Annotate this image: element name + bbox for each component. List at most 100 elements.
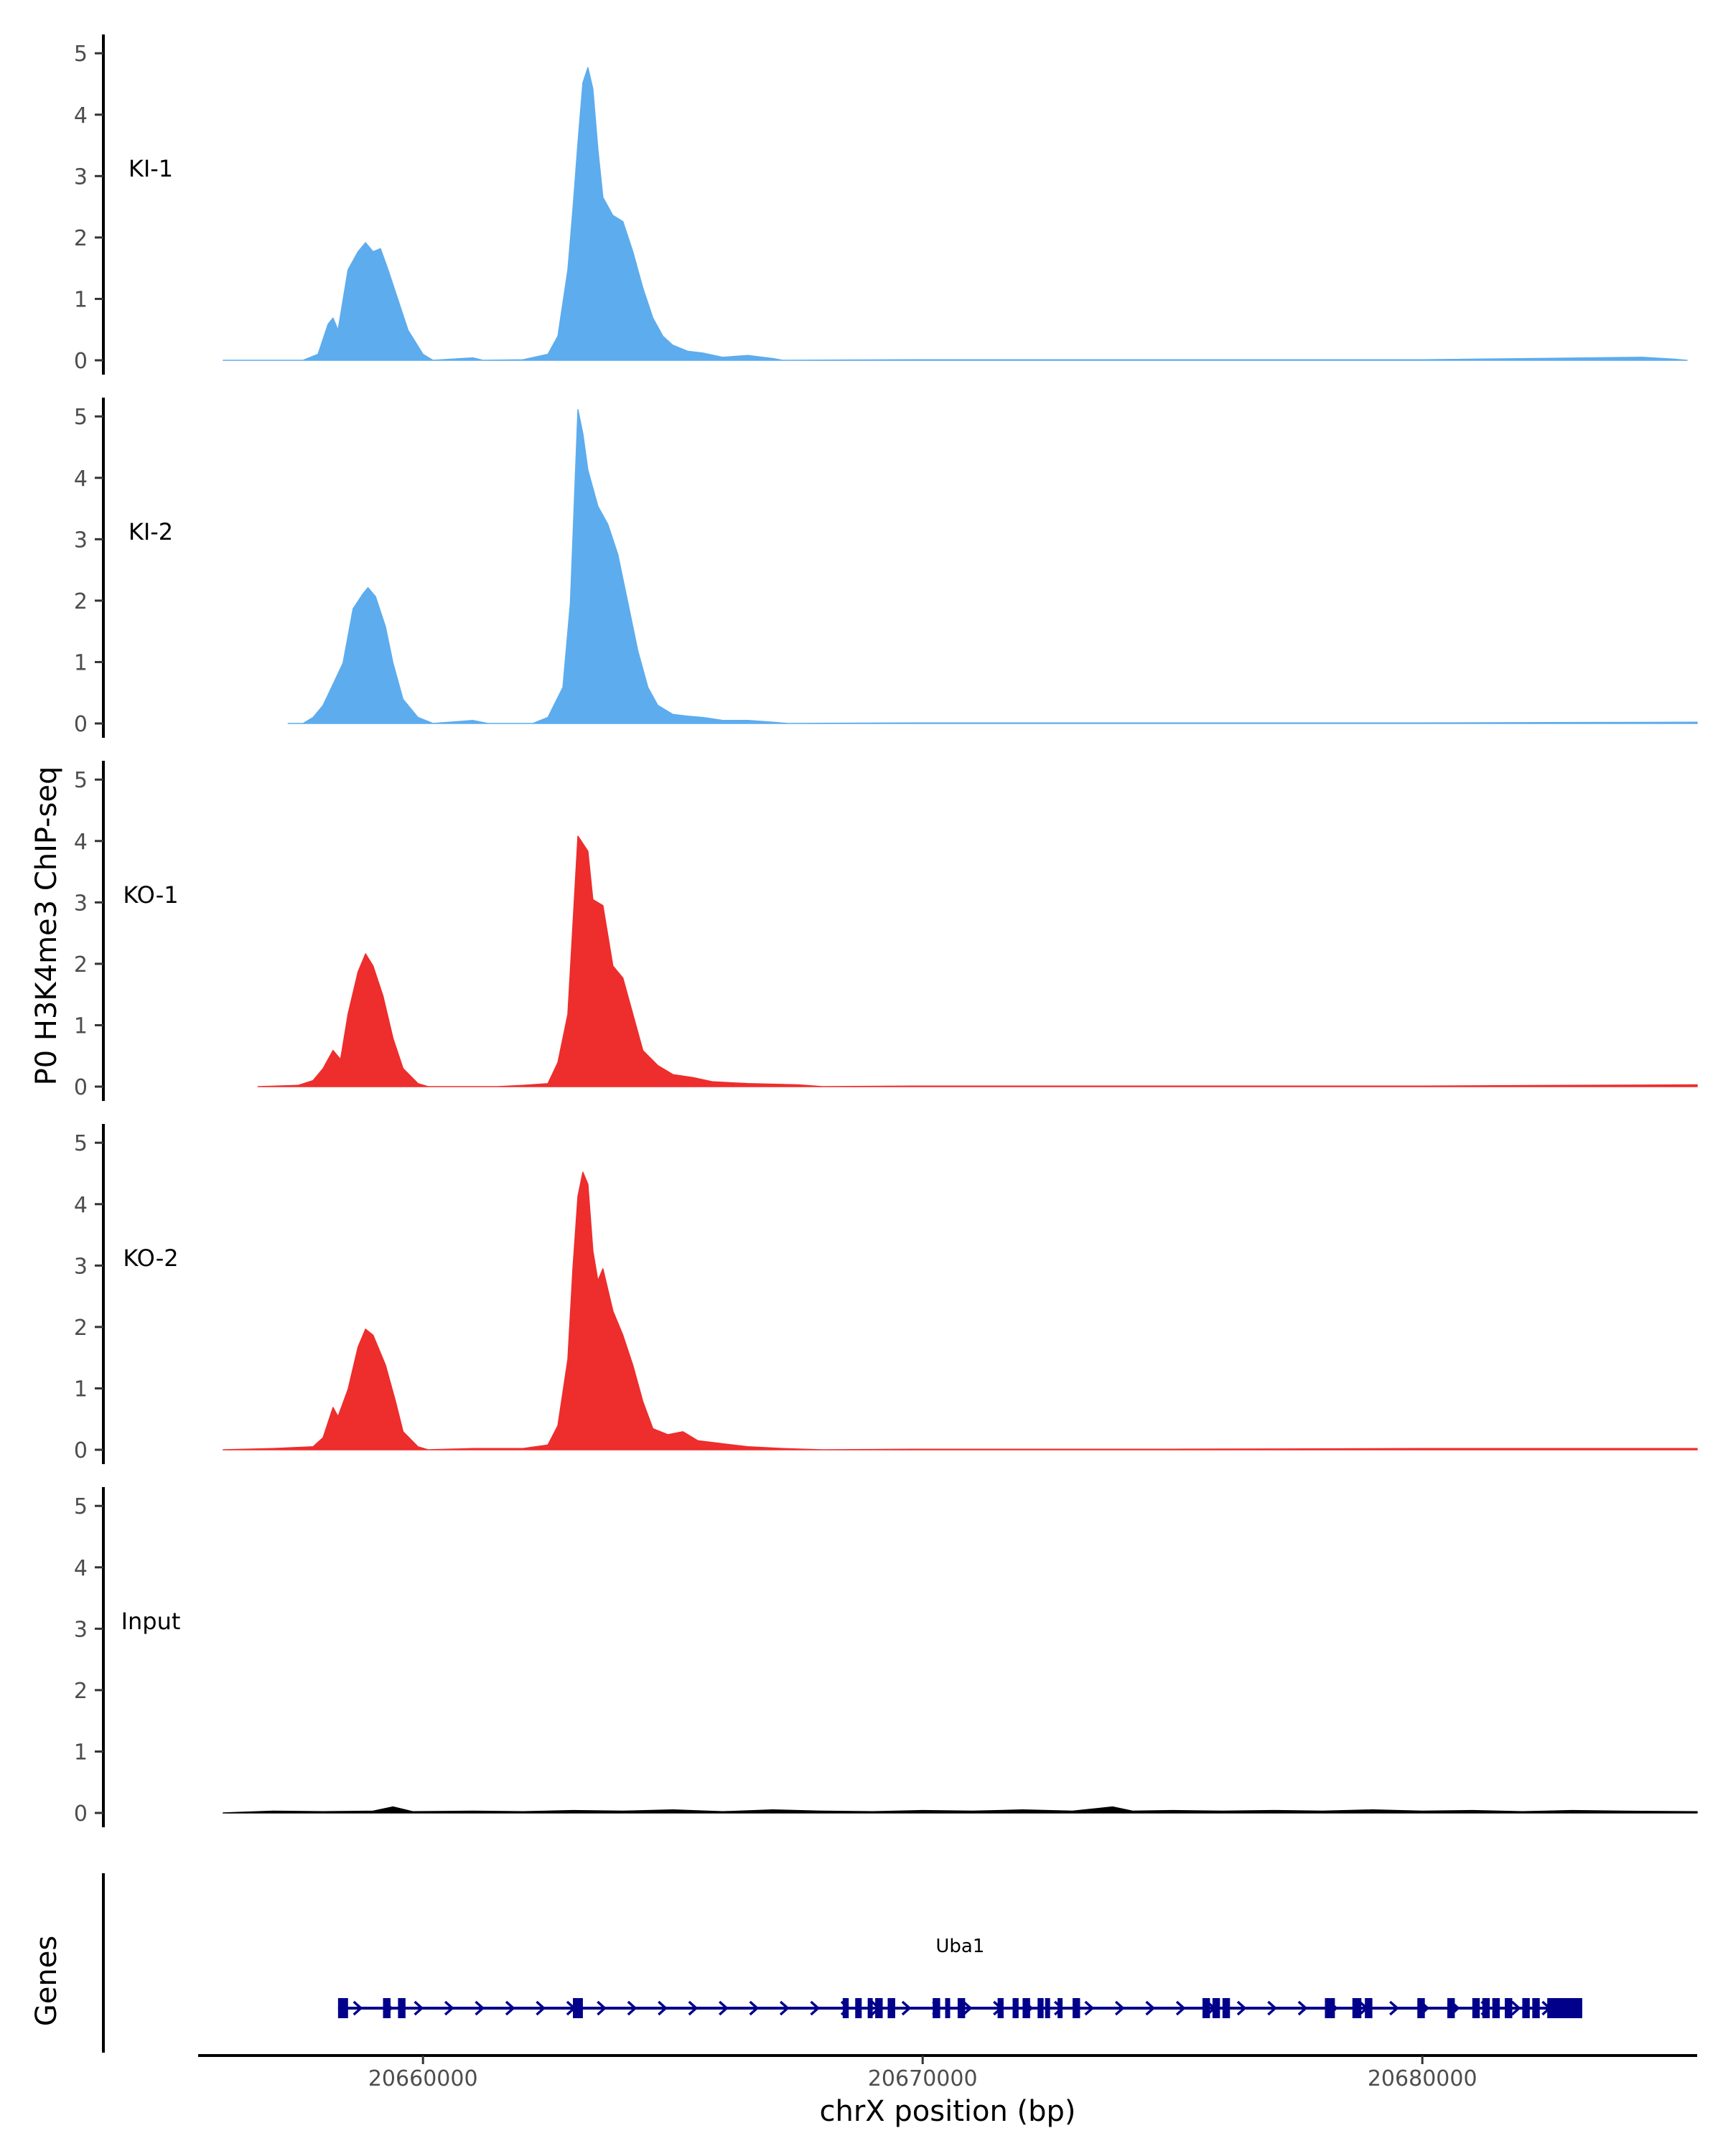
- strand-arrow: [688, 2000, 699, 2016]
- y-tick-label: 5: [74, 1494, 88, 1519]
- y-tick-label: 4: [74, 103, 88, 128]
- exon: [1037, 1998, 1044, 2018]
- exon: [1325, 1998, 1335, 2018]
- exon: [1022, 1998, 1030, 2018]
- exon: [1212, 1998, 1220, 2018]
- strand-arrow: [1510, 2000, 1521, 2016]
- exon: [945, 1998, 951, 2018]
- x-tick-label: 20660000: [368, 2066, 478, 2091]
- exon: [875, 1998, 883, 2018]
- strand-arrow: [444, 2000, 454, 2016]
- strand-arrow: [962, 2000, 973, 2016]
- y-tick-label: 3: [74, 164, 88, 189]
- exon: [573, 1998, 583, 2018]
- exon: [1472, 1998, 1480, 2018]
- track-ko-2: 0 1 2 3 4 5 KO-2: [74, 1124, 1698, 1464]
- exon: [887, 1998, 895, 2018]
- track-label: KI-1: [129, 155, 173, 182]
- y-tick-label: 5: [74, 768, 88, 793]
- y-tick-label: 1: [74, 1740, 88, 1765]
- exon: [1532, 1998, 1540, 2018]
- y-tick-label: 1: [74, 1013, 88, 1039]
- gene-name: Uba1: [935, 1936, 984, 1957]
- y-tick-label: 1: [74, 287, 88, 312]
- signal-area: [223, 1171, 1698, 1450]
- exon: [1352, 1998, 1362, 2018]
- y-tick-label: 0: [74, 349, 88, 374]
- exon: [1012, 1998, 1019, 2018]
- exon: [842, 1998, 849, 2018]
- y-tick-label: 5: [74, 1131, 88, 1156]
- strand-arrow: [414, 2000, 424, 2016]
- strand-arrow: [1084, 2000, 1095, 2016]
- strand-arrow: [810, 2000, 821, 2016]
- x-tick-label: 20670000: [868, 2066, 978, 2091]
- track-ko-1: 0 1 2 3 4 5 KO-1: [74, 761, 1698, 1101]
- track-input: 0 1 2 3 4 5 Input: [74, 1487, 1698, 1827]
- exon: [1222, 1998, 1231, 2018]
- tracks-layer: 0 1 2 3 4 5 KI-1 0 1 2 3 4 5 KI-2 0 1 2 3 4 5 KO-1 0 1 2 3 4 5 KO-2…: [74, 34, 1698, 1827]
- y-tick-label: 3: [74, 891, 88, 916]
- exon: [398, 1998, 406, 2018]
- exon: [1417, 1998, 1425, 2018]
- strand-arrow: [1267, 2000, 1278, 2016]
- x-axis-label: chrX position (bp): [819, 2095, 1075, 2128]
- y-tick-label: 2: [74, 589, 88, 614]
- strand-arrow: [1145, 2000, 1156, 2016]
- signal-area: [223, 67, 1688, 361]
- y-tick-label: 2: [74, 952, 88, 978]
- exon: [1482, 1998, 1490, 2018]
- exon: [1505, 1998, 1513, 2018]
- track-ki-1: 0 1 2 3 4 5 KI-1: [74, 34, 1688, 375]
- strand-arrow: [1175, 2000, 1186, 2016]
- strand-arrow: [1114, 2000, 1125, 2016]
- exon: [1057, 1998, 1063, 2018]
- signal-area: [287, 409, 1698, 724]
- track-label: KI-2: [129, 518, 173, 545]
- strand-arrow: [1297, 2000, 1308, 2016]
- y-tick-label: 1: [74, 1377, 88, 1402]
- x-tick-label: 20680000: [1368, 2066, 1477, 2091]
- exon: [933, 1998, 940, 2018]
- exon: [1447, 1998, 1455, 2018]
- exon: [957, 1998, 966, 2018]
- exon: [867, 1998, 873, 2018]
- y-tick-label: 0: [74, 1801, 88, 1827]
- genes-panel: Uba1: [102, 1873, 1582, 2053]
- x-axis: 20660000 20670000 20680000: [198, 2054, 1697, 2091]
- signal-area: [223, 1806, 1698, 1814]
- y-tick-label: 3: [74, 1254, 88, 1279]
- track-label: KO-2: [123, 1245, 178, 1272]
- exon: [997, 1998, 1004, 2018]
- exon: [1202, 1998, 1210, 2018]
- strand-arrow: [536, 2000, 546, 2016]
- exon: [1073, 1998, 1080, 2018]
- exon: [1045, 1998, 1050, 2018]
- strand-arrow: [352, 2000, 363, 2016]
- strand-arrow: [627, 2000, 638, 2016]
- y-tick-label: 5: [74, 42, 88, 67]
- exon: [855, 1998, 862, 2018]
- track-ki-2: 0 1 2 3 4 5 KI-2: [74, 398, 1698, 738]
- y-tick-label: 2: [74, 1679, 88, 1704]
- y-axis-label: P0 H3K4me3 ChIP-seq: [30, 767, 63, 1086]
- exon: [337, 1998, 348, 2018]
- y-tick-label: 4: [74, 467, 88, 492]
- y-tick-label: 5: [74, 405, 88, 430]
- strand-arrow: [1389, 2000, 1399, 2016]
- y-tick-label: 2: [74, 226, 88, 251]
- y-tick-label: 3: [74, 528, 88, 553]
- y-tick-label: 4: [74, 1556, 88, 1581]
- y-tick-label: 2: [74, 1316, 88, 1341]
- y-tick-label: 0: [74, 712, 88, 737]
- y-tick-label: 1: [74, 650, 88, 675]
- y-tick-label: 0: [74, 1438, 88, 1463]
- strand-arrow: [779, 2000, 790, 2016]
- exon: [1547, 1998, 1582, 2018]
- y-tick-label: 4: [74, 830, 88, 855]
- exon: [1365, 1998, 1373, 2018]
- track-label: KO-1: [123, 881, 178, 909]
- exon: [1492, 1998, 1500, 2018]
